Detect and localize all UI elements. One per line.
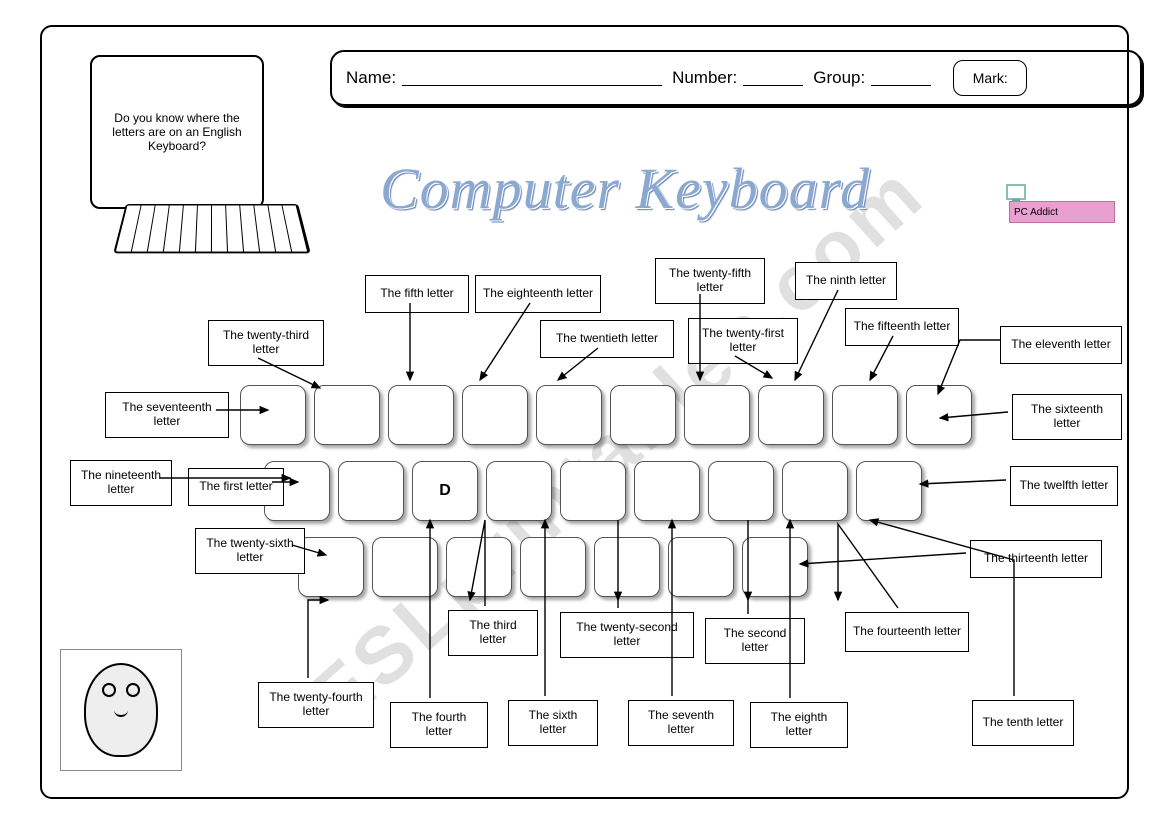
keyboard-key[interactable] — [668, 537, 734, 597]
ordinal-label: The twenty-first letter — [688, 318, 798, 364]
keyboard-key[interactable] — [832, 385, 898, 445]
ordinal-label: The third letter — [448, 610, 538, 656]
keyboard-key[interactable] — [634, 461, 700, 521]
ordinal-label: The thirteenth letter — [970, 540, 1102, 578]
ordinal-label: The twentieth letter — [540, 320, 674, 358]
name-blank[interactable] — [402, 71, 662, 86]
keyboard-key[interactable] — [536, 385, 602, 445]
screen-text: Do you know where the letters are on an … — [90, 55, 264, 209]
keyboard-key[interactable] — [610, 385, 676, 445]
ordinal-label: The second letter — [705, 618, 805, 664]
mouse-illustration — [60, 649, 182, 771]
group-blank[interactable] — [871, 71, 931, 86]
keyboard-key[interactable] — [314, 385, 380, 445]
keyboard-key[interactable] — [486, 461, 552, 521]
ordinal-label: The twenty-fifth letter — [655, 258, 765, 304]
mark-label: Mark: — [973, 70, 1008, 86]
ordinal-label: The eighteenth letter — [475, 275, 601, 313]
keyboard-key[interactable] — [446, 537, 512, 597]
mark-box: Mark: — [953, 60, 1027, 96]
ordinal-label: The twenty-third letter — [208, 320, 324, 366]
name-label: Name: — [346, 68, 396, 88]
ordinal-label: The tenth letter — [972, 700, 1074, 746]
group-label: Group: — [813, 68, 865, 88]
keyboard-key[interactable] — [782, 461, 848, 521]
mini-keyboard-icon — [113, 204, 311, 253]
keyboard-key[interactable] — [462, 385, 528, 445]
ordinal-label: The eighth letter — [750, 702, 848, 748]
page-title: Computer Keyboard — [380, 155, 870, 222]
keyboard-key[interactable] — [520, 537, 586, 597]
ordinal-label: The ninth letter — [795, 262, 897, 300]
number-blank[interactable] — [743, 71, 803, 86]
keyboard-key[interactable] — [298, 537, 364, 597]
pc-addict-badge: PC Addict — [1009, 185, 1119, 225]
ordinal-label: The fifth letter — [365, 275, 469, 313]
ordinal-label: The sixteenth letter — [1012, 394, 1122, 440]
ordinal-label: The fourteenth letter — [845, 612, 969, 652]
keyboard-key[interactable] — [684, 385, 750, 445]
ordinal-label: The first letter — [188, 468, 284, 506]
keyboard-key[interactable] — [594, 537, 660, 597]
keyboard-key[interactable] — [856, 461, 922, 521]
keyboard-key[interactable]: D — [412, 461, 478, 521]
ordinal-label: The eleventh letter — [1000, 326, 1122, 364]
keyboard-key[interactable] — [240, 385, 306, 445]
header-box: Name: Number: Group: Mark: — [330, 50, 1142, 106]
keyboard-key[interactable] — [742, 537, 808, 597]
keyboard-key[interactable] — [338, 461, 404, 521]
computer-illustration: Do you know where the letters are on an … — [60, 55, 310, 265]
ordinal-label: The twenty-fourth letter — [258, 682, 374, 728]
ordinal-label: The nineteenth letter — [70, 460, 172, 506]
keyboard-key[interactable] — [708, 461, 774, 521]
ordinal-label: The seventh letter — [628, 700, 734, 746]
ordinal-label: The fifteenth letter — [845, 308, 959, 346]
keyboard-key[interactable] — [906, 385, 972, 445]
keyboard-key[interactable] — [388, 385, 454, 445]
keyboard-key[interactable] — [560, 461, 626, 521]
keyboard-key[interactable] — [372, 537, 438, 597]
ordinal-label: The twenty-sixth letter — [195, 528, 305, 574]
number-label: Number: — [672, 68, 737, 88]
keyboard-key[interactable] — [758, 385, 824, 445]
ordinal-label: The fourth letter — [390, 702, 488, 748]
ordinal-label: The twenty-second letter — [560, 612, 694, 658]
ordinal-label: The sixth letter — [508, 700, 598, 746]
ordinal-label: The twelfth letter — [1010, 466, 1118, 506]
ordinal-label: The seventeenth letter — [105, 392, 229, 438]
pc-addict-label: PC Addict — [1009, 201, 1115, 223]
